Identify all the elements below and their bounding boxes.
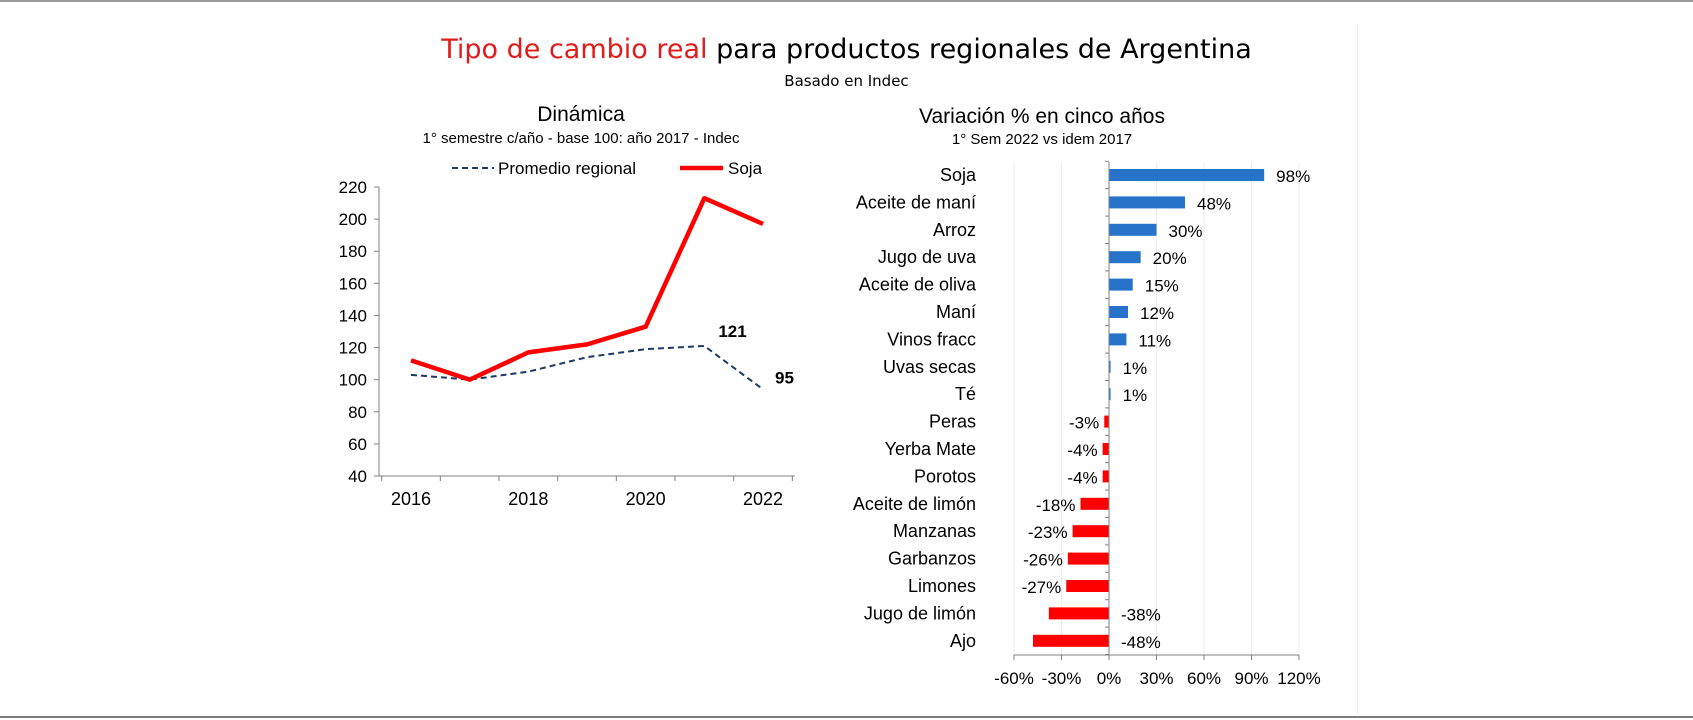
bar [1080,497,1109,510]
x-tick-label: 60% [1187,669,1221,688]
y-tick-label: 80 [348,403,367,422]
y-tick-label: 160 [339,274,367,293]
x-tick-label: -30% [1042,669,1082,688]
bar [1048,607,1109,620]
data-label: 48% [1197,194,1231,213]
bar [1072,525,1109,538]
data-label: 11% [1138,331,1171,350]
data-label: -18% [1036,496,1076,515]
top-border [0,0,1693,2]
data-label: -48% [1121,633,1161,652]
data-label: 30% [1169,222,1203,241]
series-line-soja [410,195,764,382]
bar [1109,388,1111,401]
data-label: -3% [1069,414,1099,433]
data-label: -27% [1022,578,1062,597]
y-tick-label: 140 [339,306,367,325]
category-label: Ajo [950,631,976,651]
bar [1033,634,1109,647]
y-tick-label: 180 [339,242,367,261]
bar [1104,415,1109,428]
category-label: Uvas secas [883,357,976,377]
category-label: Garbanzos [888,549,976,569]
bar-chart-title: Variación % en cinco años [919,105,1165,128]
legend-label-soja: Soja [728,159,763,178]
bar [1109,223,1157,236]
x-tick-label: 0% [1097,669,1122,688]
line-chart-subtitle: 1° semestre c/año - base 100: año 2017 -… [422,130,740,147]
main-title-rest: para productos regionales de Argentina [707,34,1252,65]
category-label: Té [955,384,976,404]
category-label: Aceite de limón [853,494,976,514]
data-label: -23% [1028,523,1068,542]
x-tick-label: -60% [994,669,1034,688]
category-label: Peras [929,412,976,432]
panel-edge [1357,24,1358,714]
data-label: 95 [775,368,794,387]
category-label: Yerba Mate [885,439,976,459]
data-label: -38% [1121,605,1161,624]
bar [1109,360,1111,373]
bar-chart-subtitle: 1° Sem 2022 vs idem 2017 [951,131,1133,148]
bar [1102,470,1109,483]
category-label: Jugo de uva [878,247,977,267]
bottom-border [0,716,1693,718]
y-tick-label: 120 [339,339,367,358]
x-tick-label: 30% [1139,669,1173,688]
main-subtitle: Basado en Indec [784,72,909,90]
data-label: 12% [1140,304,1174,323]
category-label: Manzanas [893,521,976,541]
y-tick-label: 40 [348,467,367,486]
y-tick-label: 220 [339,178,367,197]
legend-label-promedio-regional: Promedio regional [498,159,636,178]
data-label: 15% [1145,277,1179,296]
data-label: -4% [1067,468,1097,487]
data-label: 1% [1123,359,1148,378]
x-tick-label: 2016 [391,489,431,509]
category-label: Aceite de oliva [859,275,977,295]
main-title: Tipo de cambio real para productos regio… [0,34,1693,65]
category-label: Vinos fracc [887,329,976,349]
category-label: Soja [940,165,977,185]
category-label: Arroz [933,220,976,240]
bar [1109,333,1127,346]
category-label: Aceite de maní [856,192,976,212]
bar [1109,306,1128,318]
bar [1109,196,1185,209]
x-tick-label: 120% [1277,669,1320,688]
x-tick-label: 2022 [743,489,783,509]
bar [1109,251,1141,264]
category-label: Limones [908,576,976,596]
category-label: Jugo de limón [864,603,976,623]
main-title-accent: Tipo de cambio real [441,34,708,65]
data-label: 98% [1276,167,1310,186]
data-label: -4% [1067,441,1097,460]
category-label: Maní [936,302,976,322]
data-label: -26% [1023,551,1063,570]
y-tick-label: 60 [348,435,367,454]
x-tick-label: 2018 [508,489,548,509]
y-tick-label: 200 [339,210,367,229]
bar [1109,169,1265,181]
y-tick-label: 100 [339,371,367,390]
line-chart-title: Dinámica [537,103,625,126]
data-label: 20% [1153,249,1187,268]
bar [1109,278,1133,291]
data-label: 1% [1123,386,1148,405]
data-label: 121 [718,322,746,341]
category-label: Porotos [914,466,976,486]
bar [1067,552,1109,565]
x-tick-label: 90% [1234,669,1268,688]
bar [1066,580,1109,592]
bar [1102,443,1109,455]
x-tick-label: 2020 [626,489,666,509]
